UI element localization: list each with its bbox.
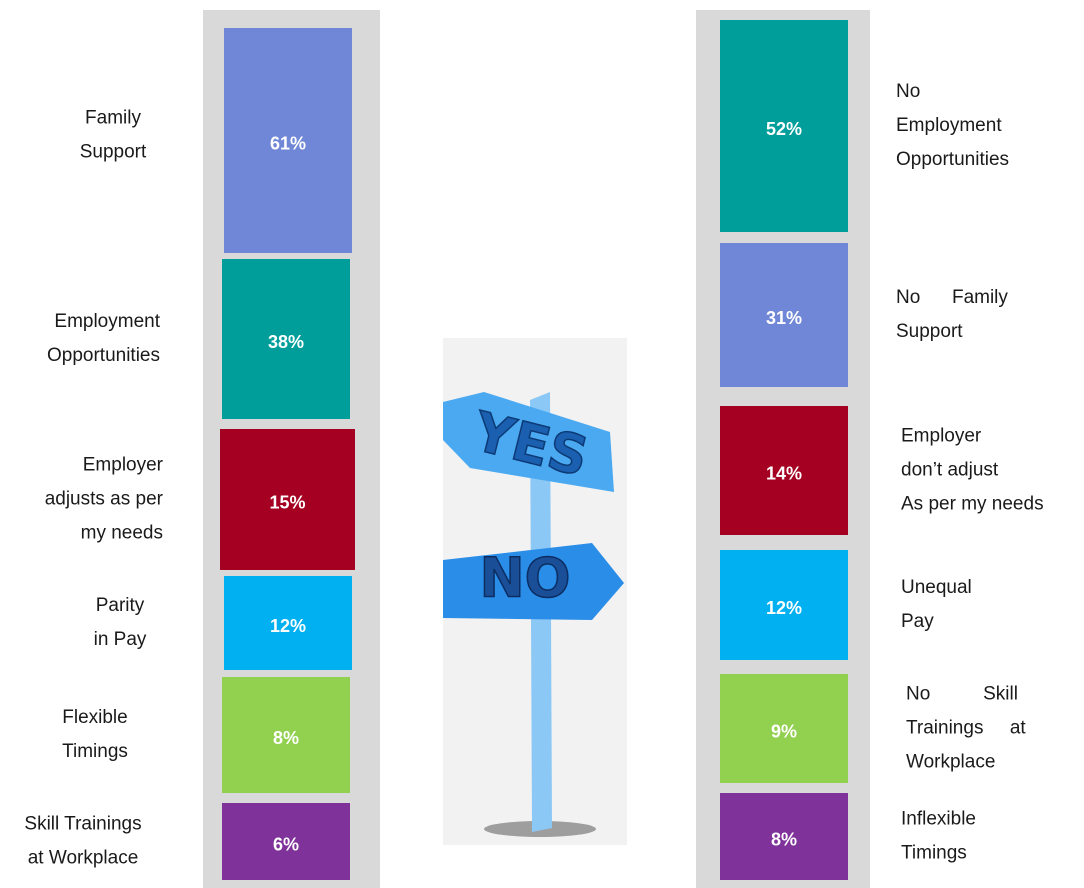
category-label: Employment	[896, 115, 1002, 136]
value-box	[224, 28, 352, 253]
value-box	[720, 20, 848, 232]
value-text: 12%	[766, 598, 802, 618]
category-label: Inflexible	[901, 809, 976, 830]
value-text: 52%	[766, 119, 802, 139]
value-box	[720, 243, 848, 387]
value-text: 31%	[766, 308, 802, 328]
category-label: Parity	[96, 595, 145, 616]
category-label: Family	[85, 108, 141, 129]
category-label: No Skill	[906, 684, 1018, 705]
value-box	[224, 576, 352, 670]
category-label: Workplace	[906, 752, 995, 773]
category-label: Support	[896, 321, 963, 342]
category-label: Unequal	[901, 577, 972, 598]
value-box	[720, 550, 848, 660]
category-label: No	[896, 81, 920, 102]
value-box	[720, 674, 848, 783]
category-label: Employer	[83, 455, 164, 476]
value-box	[220, 429, 355, 570]
category-label: Employer	[901, 426, 982, 447]
value-text: 12%	[270, 616, 306, 636]
category-label: Timings	[901, 843, 967, 864]
category-label: at Workplace	[28, 848, 139, 869]
signpost: YES NO	[443, 338, 627, 845]
category-label: in Pay	[94, 629, 147, 650]
category-label: Skill Trainings	[24, 814, 141, 835]
category-label: adjusts as per	[45, 489, 164, 510]
value-text: 15%	[269, 492, 305, 512]
value-text: 8%	[273, 728, 299, 748]
value-box	[222, 803, 350, 880]
category-label: As per my needs	[901, 494, 1044, 515]
category-label: don’t adjust	[901, 460, 999, 481]
no-text: NO	[479, 547, 570, 610]
value-text: 14%	[766, 463, 802, 483]
value-box	[720, 793, 848, 880]
value-text: 8%	[771, 829, 797, 849]
yes-sign	[443, 392, 614, 492]
category-label: No Family	[896, 287, 1008, 308]
value-text: 6%	[273, 834, 299, 854]
category-label: Support	[80, 142, 147, 163]
value-box	[222, 677, 350, 793]
value-text: 9%	[771, 721, 797, 741]
category-label: Opportunities	[896, 149, 1009, 170]
category-label: Trainings at	[906, 718, 1026, 739]
value-box	[222, 259, 350, 419]
value-text: 61%	[270, 133, 306, 153]
category-label: Opportunities	[47, 345, 160, 366]
category-label: Employment	[54, 311, 160, 332]
value-box	[720, 406, 848, 535]
category-label: my needs	[81, 523, 163, 544]
value-text: 38%	[268, 332, 304, 352]
no-sign	[443, 543, 624, 620]
category-label: Flexible	[62, 707, 127, 728]
category-label: Pay	[901, 611, 934, 632]
category-label: Timings	[62, 741, 128, 762]
